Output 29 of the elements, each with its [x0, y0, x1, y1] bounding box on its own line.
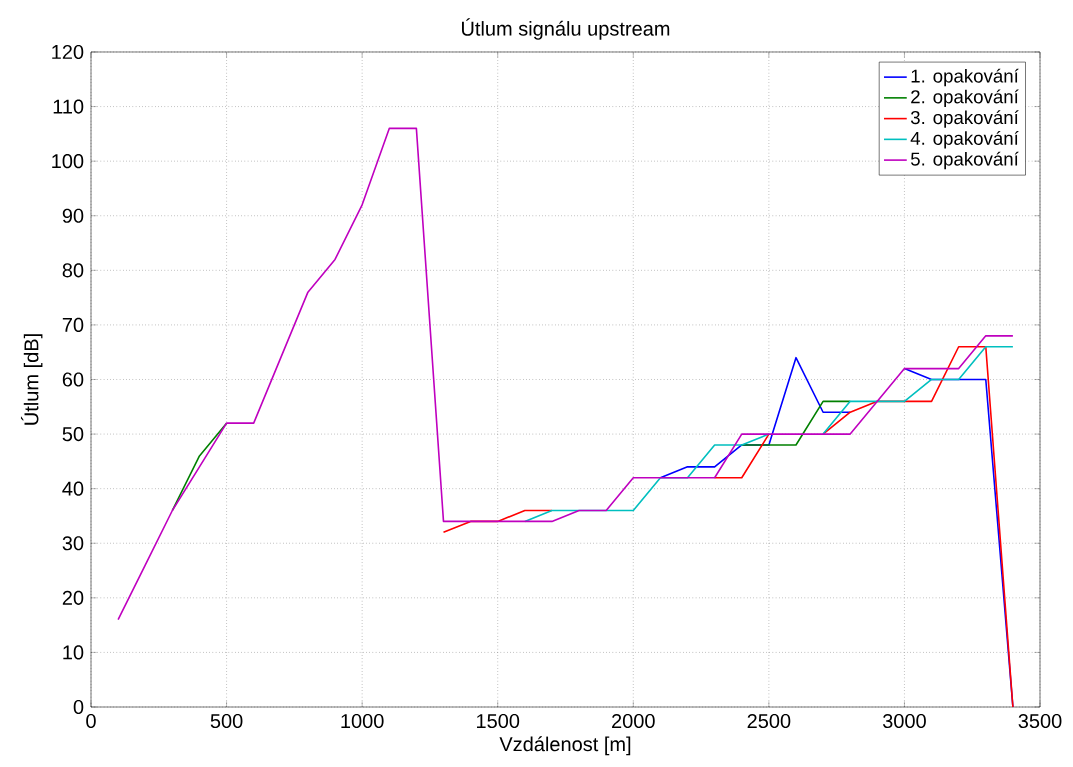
y-tick-label: 90 [62, 208, 84, 223]
chart-title: Útlum signálu upstream [462, 18, 670, 40]
y-tick-label: 120 [52, 44, 84, 60]
legend-label: 1. opakování [911, 68, 1019, 87]
y-tick-label: 0 [73, 699, 84, 715]
legend-label: 4. opakování [910, 130, 1019, 149]
x-tick-label: 3500 [1018, 713, 1062, 729]
legend-label: 2. opakování [911, 89, 1019, 108]
x-tick-label: 1000 [341, 713, 384, 729]
x-tick-label: 0 [86, 713, 96, 729]
y-axis-title: Útlum [dB] [20, 334, 43, 425]
legend-label: 3. opakování [910, 110, 1019, 128]
x-tick-label: 1500 [477, 713, 520, 729]
y-tick-label: 100 [52, 154, 84, 169]
y-tick-label: 80 [62, 263, 84, 278]
y-tick-label: 60 [62, 372, 84, 387]
legend-label: 5. opakování [910, 151, 1019, 170]
y-tick-label: 40 [62, 481, 84, 496]
y-tick-label: 10 [63, 645, 84, 660]
y-tick-label: 70 [62, 317, 84, 332]
x-axis-title: Vzdálenost [m] [499, 736, 631, 756]
x-tick-label: 2500 [747, 713, 791, 729]
x-tick-label: 3000 [882, 713, 926, 729]
y-tick-label: 20 [62, 590, 84, 605]
y-tick-label: 50 [62, 427, 84, 442]
x-tick-label: 2000 [612, 713, 655, 729]
x-tick-label: 500 [210, 713, 243, 729]
y-tick-label: 110 [53, 99, 84, 114]
y-tick-label: 30 [62, 536, 84, 551]
